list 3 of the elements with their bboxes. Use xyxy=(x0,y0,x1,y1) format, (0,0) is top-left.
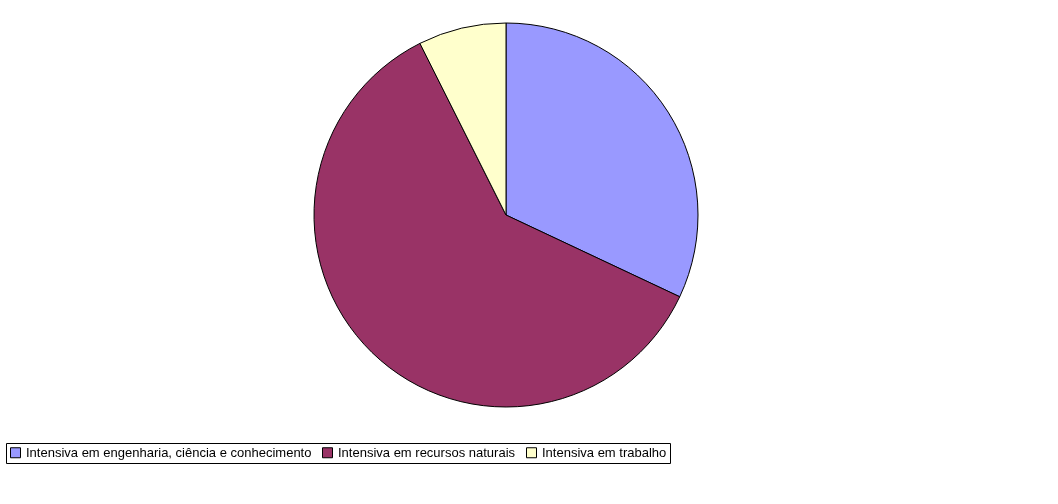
legend-label: Intensiva em recursos naturais xyxy=(338,444,516,460)
legend-label: Intensiva em engenharia, ciência e conhecimento xyxy=(26,444,312,460)
legend-label: Intensiva em trabalho xyxy=(542,444,667,460)
